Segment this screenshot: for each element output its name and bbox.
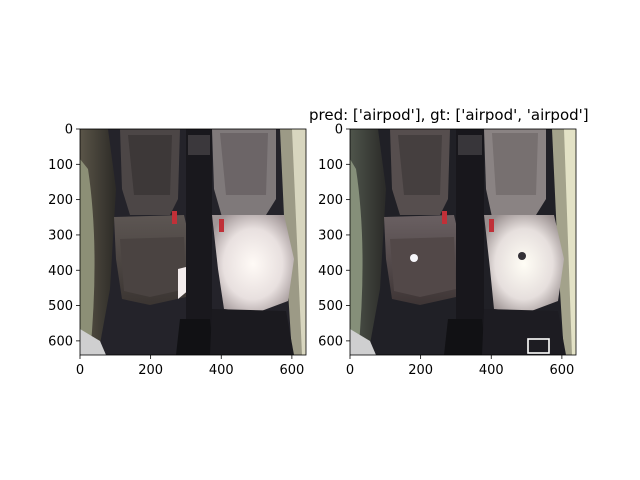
y-tick-label: 100 bbox=[318, 158, 343, 173]
airpod-on-left-seat bbox=[410, 254, 418, 262]
x-tick-label: 200 bbox=[408, 363, 433, 378]
x-tick-label: 200 bbox=[138, 363, 163, 378]
x-tick-label: 400 bbox=[209, 363, 234, 378]
x-tick-label: 600 bbox=[549, 363, 574, 378]
left-y-ticks: 0 100 200 300 400 500 600 bbox=[48, 123, 80, 349]
y-tick-label: 600 bbox=[318, 334, 343, 349]
left-panel: 0 100 200 300 400 500 600 0 200 400 600 bbox=[48, 123, 307, 378]
y-tick-label: 200 bbox=[48, 193, 73, 208]
airpod-on-right-seat bbox=[518, 252, 526, 260]
car-seats-photo bbox=[80, 129, 306, 355]
y-tick-label: 0 bbox=[335, 123, 343, 138]
x-tick-label: 400 bbox=[479, 363, 504, 378]
y-tick-label: 300 bbox=[318, 228, 343, 243]
left-axes: 0 100 200 300 400 500 600 0 200 400 600 bbox=[48, 123, 307, 378]
gt-bounding-box bbox=[527, 338, 550, 354]
y-tick-label: 100 bbox=[48, 158, 73, 173]
x-tick-label: 600 bbox=[279, 363, 304, 378]
y-tick-label: 400 bbox=[48, 264, 73, 279]
x-tick-label: 0 bbox=[76, 363, 84, 378]
y-tick-label: 200 bbox=[318, 193, 343, 208]
y-tick-label: 500 bbox=[48, 299, 73, 314]
y-tick-label: 300 bbox=[48, 228, 73, 243]
left-image bbox=[80, 129, 306, 355]
panel-title: pred: ['airpod'], gt: ['airpod', 'airpod… bbox=[309, 106, 589, 124]
y-tick-label: 500 bbox=[318, 299, 343, 314]
right-image bbox=[350, 129, 576, 355]
right-x-ticks: 0 200 400 600 bbox=[346, 355, 574, 378]
left-x-ticks: 0 200 400 600 bbox=[76, 355, 304, 378]
y-tick-label: 0 bbox=[65, 123, 73, 138]
y-tick-label: 400 bbox=[318, 264, 343, 279]
y-tick-label: 600 bbox=[48, 334, 73, 349]
x-tick-label: 0 bbox=[346, 363, 354, 378]
right-y-ticks: 0 100 200 300 400 500 600 bbox=[318, 123, 350, 349]
car-seats-photo-annotated bbox=[350, 129, 576, 355]
